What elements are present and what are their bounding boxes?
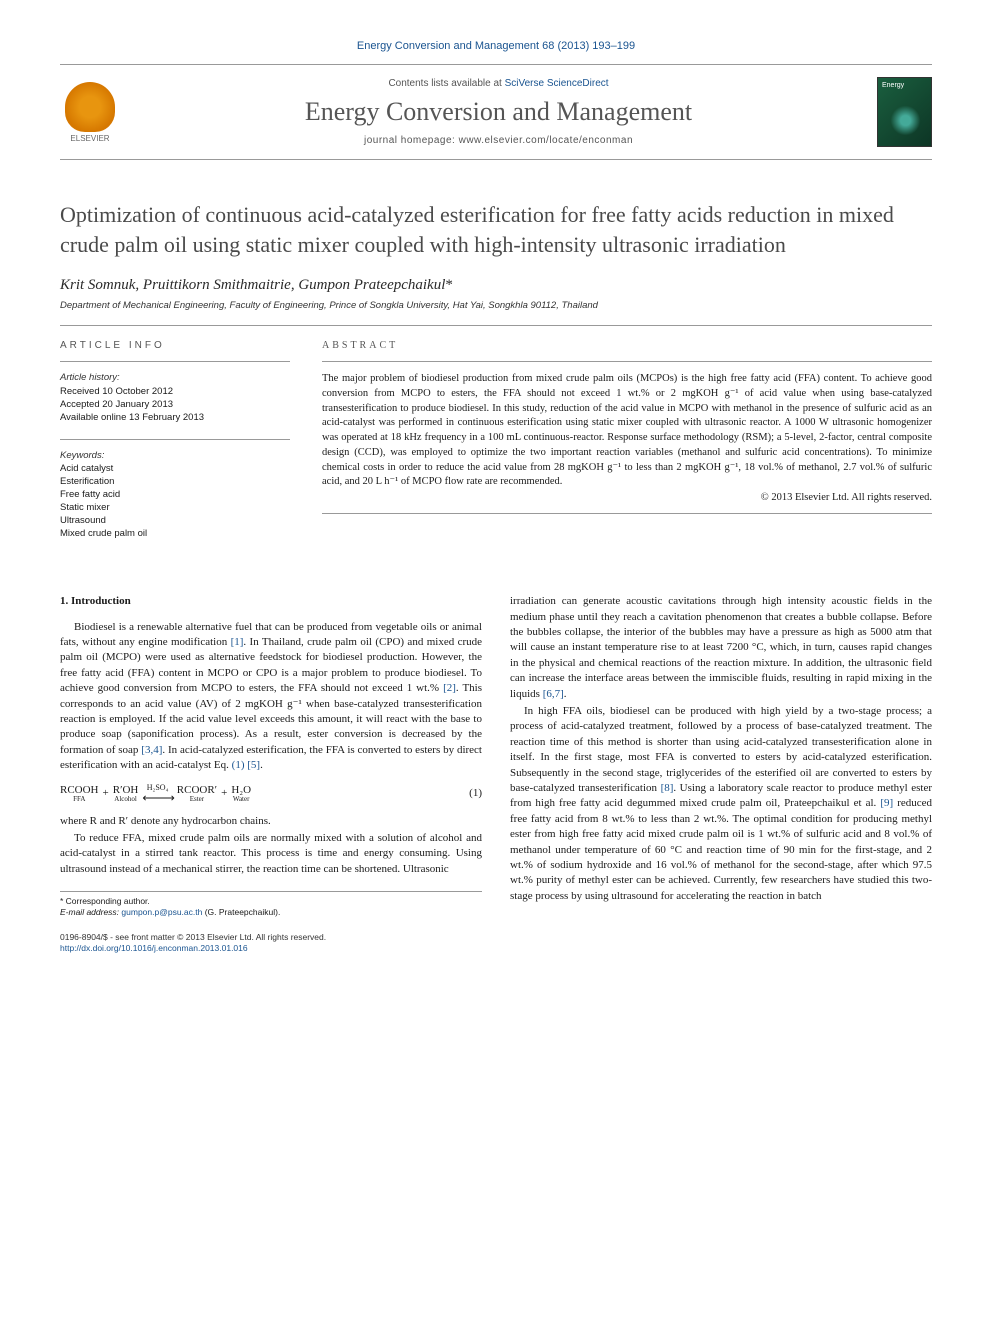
abstract-copyright: © 2013 Elsevier Ltd. All rights reserved… bbox=[322, 492, 932, 503]
elsevier-logo[interactable]: ELSEVIER bbox=[60, 77, 120, 147]
body-col-left: 1. Introduction Biodiesel is a renewable… bbox=[60, 594, 482, 918]
eq-term: RCOOH bbox=[60, 785, 99, 796]
equation-number: (1) bbox=[469, 786, 482, 801]
journal-cover-thumb[interactable] bbox=[877, 77, 932, 147]
authors-line: Krit Somnuk, Pruittikorn Smithmaitrie, G… bbox=[60, 277, 932, 294]
contents-line: Contents lists available at SciVerse Sci… bbox=[120, 78, 877, 89]
homepage-prefix: journal homepage: bbox=[364, 135, 459, 146]
elsevier-label: ELSEVIER bbox=[70, 134, 109, 143]
corr-mark: * bbox=[445, 277, 453, 293]
article-page: Energy Conversion and Management 68 (201… bbox=[0, 0, 992, 994]
citation-link[interactable]: [9] bbox=[880, 797, 893, 809]
abstract-col: ABSTRACT The major problem of biodiesel … bbox=[322, 326, 932, 554]
section-heading: 1. Introduction bbox=[60, 594, 482, 609]
rule bbox=[322, 513, 932, 514]
citation-link[interactable]: [3,4] bbox=[141, 744, 162, 756]
email-who: (G. Prateepchaikul). bbox=[202, 907, 280, 917]
keywords-block: Keywords: Acid catalyst Esterification F… bbox=[60, 450, 290, 541]
eq-term: R′OH bbox=[113, 785, 139, 796]
paragraph: Biodiesel is a renewable alternative fue… bbox=[60, 620, 482, 774]
eq-term: H₂O bbox=[231, 785, 251, 796]
keyword: Acid catalyst bbox=[60, 463, 290, 476]
eq-sub: Water bbox=[233, 796, 250, 803]
article-info-heading: ARTICLE INFO bbox=[60, 340, 290, 351]
text: In high FFA oils, biodiesel can be produ… bbox=[510, 705, 932, 794]
article-title: Optimization of continuous acid-catalyze… bbox=[60, 200, 932, 259]
doi-link[interactable]: http://dx.doi.org/10.1016/j.enconman.201… bbox=[60, 943, 248, 953]
eq-sub: FFA bbox=[73, 796, 85, 803]
abstract-text: The major problem of biodiesel productio… bbox=[322, 372, 932, 490]
authors-names: Krit Somnuk, Pruittikorn Smithmaitrie, G… bbox=[60, 277, 445, 293]
available-online: Available online 13 February 2013 bbox=[60, 412, 290, 425]
elsevier-tree-icon bbox=[65, 82, 115, 132]
front-matter-line: 0196-8904/$ - see front matter © 2013 El… bbox=[60, 932, 932, 943]
homepage-url[interactable]: www.elsevier.com/locate/enconman bbox=[459, 135, 633, 146]
keyword: Free fatty acid bbox=[60, 489, 290, 502]
email-link[interactable]: gumpon.p@psu.ac.th bbox=[121, 907, 202, 917]
rule bbox=[322, 361, 932, 362]
text: . bbox=[564, 688, 567, 700]
accepted: Accepted 20 January 2013 bbox=[60, 399, 290, 412]
body-col-right: irradiation can generate acoustic cavita… bbox=[510, 594, 932, 918]
running-head: Energy Conversion and Management 68 (201… bbox=[60, 40, 932, 52]
body-columns: 1. Introduction Biodiesel is a renewable… bbox=[60, 594, 932, 918]
history-label: Article history: bbox=[60, 372, 290, 385]
text: irradiation can generate acoustic cavita… bbox=[510, 595, 932, 699]
abstract-heading: ABSTRACT bbox=[322, 340, 932, 351]
citation-link[interactable]: [1] bbox=[231, 636, 244, 648]
paragraph: irradiation can generate acoustic cavita… bbox=[510, 594, 932, 702]
keyword: Mixed crude palm oil bbox=[60, 528, 290, 541]
keyword: Static mixer bbox=[60, 502, 290, 515]
eq-sub: Alcohol bbox=[114, 796, 137, 803]
paragraph: To reduce FFA, mixed crude palm oils are… bbox=[60, 831, 482, 877]
corr-author-note: * Corresponding author. bbox=[60, 896, 482, 907]
citation-link[interactable]: [6,7] bbox=[543, 688, 564, 700]
eq-term: RCOOR′ bbox=[177, 785, 217, 796]
text: . bbox=[260, 759, 263, 771]
rule bbox=[60, 439, 290, 440]
page-footer: 0196-8904/$ - see front matter © 2013 El… bbox=[60, 932, 932, 954]
affiliation: Department of Mechanical Engineering, Fa… bbox=[60, 300, 932, 311]
article-info-col: ARTICLE INFO Article history: Received 1… bbox=[60, 326, 290, 554]
email-line: E-mail address: gumpon.p@psu.ac.th (G. P… bbox=[60, 907, 482, 918]
homepage-line: journal homepage: www.elsevier.com/locat… bbox=[120, 135, 877, 146]
paragraph: where R and R′ denote any hydrocarbon ch… bbox=[60, 814, 482, 829]
rule bbox=[60, 361, 290, 362]
citation-link[interactable]: (1) [5] bbox=[232, 759, 260, 771]
equation-content: RCOOHFFA + R′OHAlcohol H₂SO₄⟵⟶ RCOOR′Est… bbox=[60, 784, 251, 804]
paragraph: In high FFA oils, biodiesel can be produ… bbox=[510, 704, 932, 904]
info-abstract-row: ARTICLE INFO Article history: Received 1… bbox=[60, 326, 932, 554]
eq-sub: Ester bbox=[190, 796, 204, 803]
contents-prefix: Contents lists available at bbox=[388, 78, 504, 89]
received: Received 10 October 2012 bbox=[60, 386, 290, 399]
masthead: ELSEVIER Contents lists available at Sci… bbox=[60, 64, 932, 160]
keyword: Esterification bbox=[60, 476, 290, 489]
citation-link[interactable]: [2] bbox=[443, 682, 456, 694]
title-block: Optimization of continuous acid-catalyze… bbox=[60, 200, 932, 311]
journal-name: Energy Conversion and Management bbox=[120, 97, 877, 127]
email-label: E-mail address: bbox=[60, 907, 121, 917]
correspondence-footnote: * Corresponding author. E-mail address: … bbox=[60, 891, 482, 918]
text: reduced free fatty acid from 8 wt.% to l… bbox=[510, 797, 932, 901]
eq-op: + bbox=[221, 786, 227, 801]
keyword: Ultrasound bbox=[60, 515, 290, 528]
history-block: Article history: Received 10 October 201… bbox=[60, 372, 290, 424]
keywords-label: Keywords: bbox=[60, 450, 290, 463]
eq-op: + bbox=[103, 786, 109, 801]
sciencedirect-link[interactable]: SciVerse ScienceDirect bbox=[505, 78, 609, 89]
equation-1: RCOOHFFA + R′OHAlcohol H₂SO₄⟵⟶ RCOOR′Est… bbox=[60, 784, 482, 804]
citation-link[interactable]: [8] bbox=[661, 782, 674, 794]
eq-arrow-icon: ⟵⟶ bbox=[142, 792, 172, 804]
masthead-center: Contents lists available at SciVerse Sci… bbox=[120, 78, 877, 146]
